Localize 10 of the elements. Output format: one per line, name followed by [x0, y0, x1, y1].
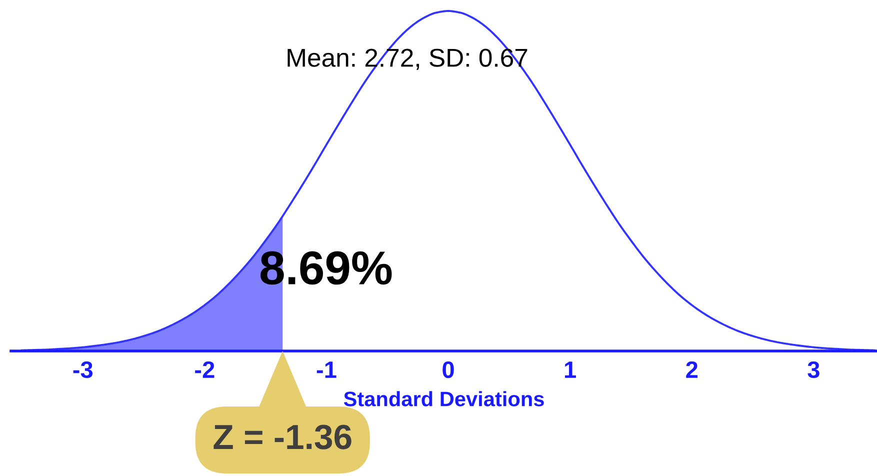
x-tick-label: 0: [442, 361, 454, 378]
x-tick-label: -3: [73, 361, 93, 378]
annotation: 8.69%: [260, 251, 392, 285]
x-tick-label: 3: [808, 361, 820, 378]
x-tick-label: -1: [316, 362, 336, 378]
annotation: Z = -1.36: [214, 424, 352, 450]
x-tick-label: 2: [686, 361, 698, 378]
x-tick-label: -2: [195, 361, 214, 378]
x-tick-label: 1: [564, 362, 576, 378]
x-axis-title: Standard Deviations: [344, 391, 544, 406]
